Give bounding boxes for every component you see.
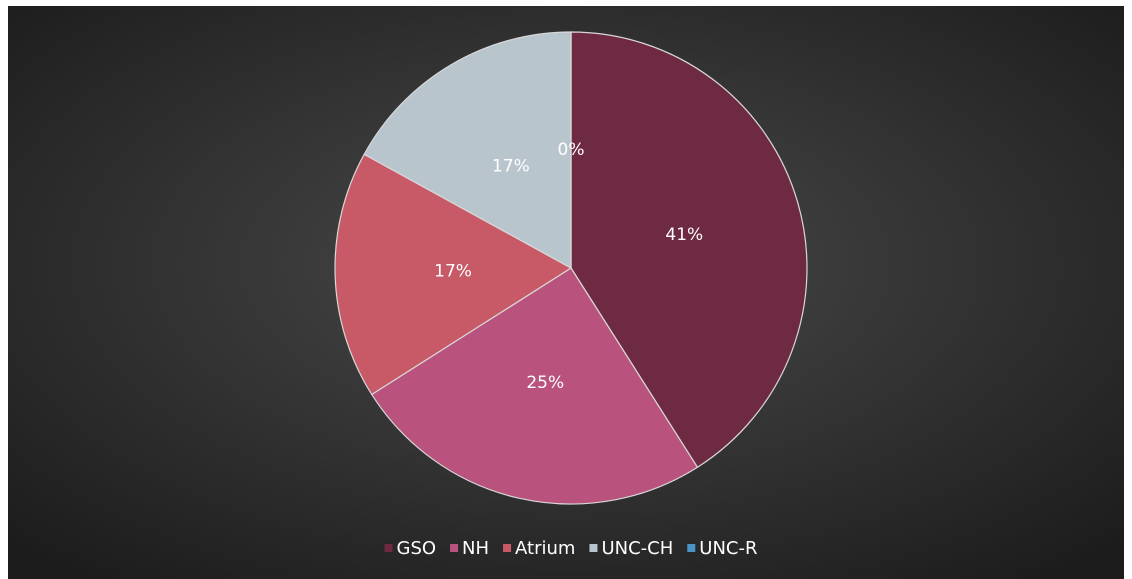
legend-item: UNC-CH [589,538,673,559]
legend-label: UNC-R [699,538,757,559]
data-label: 0% [558,140,585,160]
legend-label: NH [462,538,489,559]
pie-slice [370,267,699,505]
legend-item: GSO [384,538,437,559]
data-label: 41% [665,225,703,245]
pie-slice [363,31,572,270]
legend-marker [450,544,459,552]
legend-marker [687,544,696,552]
legend-marker [384,544,393,552]
data-label: 25% [526,373,564,393]
pie: 41% 25% 17% 17% 0% [334,31,808,505]
legend-item: NH [450,538,489,559]
legend-marker [503,544,512,552]
data-label: 17% [492,156,530,176]
pie-slice [570,31,808,469]
legend-marker [589,544,598,552]
legend-label: UNC-CH [601,538,673,559]
legend-label: GSO [397,538,437,559]
legend-item: Atrium [503,538,575,559]
pie-slice [334,153,573,396]
legend-item: UNC-R [687,538,757,559]
legend-label: Atrium [515,538,575,559]
legend: GSO NH Atrium UNC-CH UNC-R [384,538,757,559]
data-label: 17% [434,262,472,282]
